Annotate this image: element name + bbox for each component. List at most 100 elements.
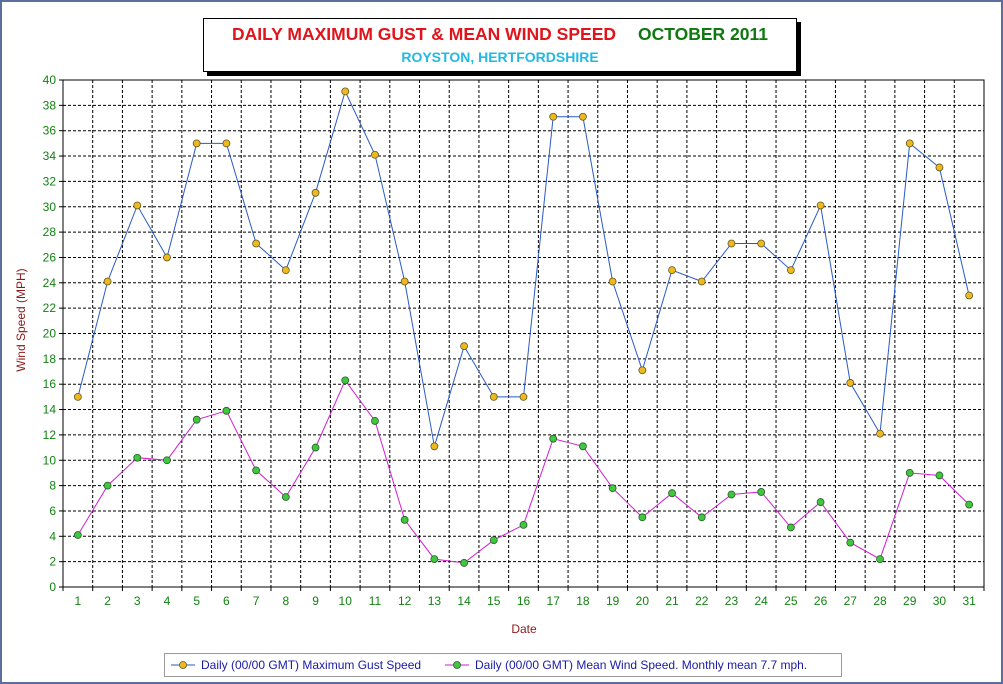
data-point-mean (579, 442, 587, 451)
data-point-gust (846, 379, 855, 387)
data-point-mean (311, 443, 320, 452)
data-point-mean (905, 469, 914, 477)
y-tick-label: 20 (43, 327, 57, 341)
data-point-mean (519, 520, 528, 529)
y-tick-label: 36 (43, 124, 57, 138)
y-tick-label: 10 (43, 453, 57, 467)
data-point-gust (73, 392, 82, 401)
y-tick-label: 4 (49, 529, 56, 543)
y-tick-label: 18 (43, 352, 57, 366)
data-point-gust (579, 112, 587, 121)
data-point-mean (489, 536, 498, 545)
y-tick-label: 16 (43, 377, 57, 391)
x-tick-label: 1 (75, 594, 82, 608)
data-point-mean (400, 515, 409, 524)
x-tick-label: 23 (725, 594, 739, 608)
data-point-mean (252, 466, 261, 475)
x-tick-label: 13 (428, 594, 442, 608)
series-gust (73, 87, 974, 451)
x-tick-label: 2 (104, 594, 111, 608)
data-point-gust (697, 277, 706, 286)
data-point-mean (163, 456, 171, 465)
x-tick-label: 30 (933, 594, 947, 608)
data-point-mean (549, 434, 558, 443)
x-tick-label: 17 (547, 594, 561, 608)
data-point-gust (608, 277, 617, 286)
x-tick-label: 9 (312, 594, 319, 608)
x-tick-label: 12 (398, 594, 412, 608)
data-point-gust (489, 392, 498, 401)
x-tick-label: 31 (962, 594, 976, 608)
x-tick-label: 29 (903, 594, 917, 608)
data-point-gust (905, 139, 914, 148)
legend-swatch-gust (171, 661, 195, 669)
y-tick-label: 12 (43, 428, 57, 442)
data-point-mean (935, 471, 944, 480)
legend-label-mean: Daily (00/00 GMT) Mean Wind Speed. Month… (475, 658, 808, 672)
data-point-mean (668, 489, 676, 498)
y-tick-label: 38 (43, 98, 57, 112)
legend-item-mean: Daily (00/00 GMT) Mean Wind Speed. Month… (445, 658, 807, 672)
data-point-mean (697, 513, 706, 522)
data-point-mean (371, 417, 379, 425)
data-point-mean (816, 498, 825, 506)
data-point-mean (638, 513, 647, 522)
y-axis-title: Wind Speed (MPH) (14, 268, 28, 371)
x-tick-label: 5 (193, 594, 200, 608)
chart-subtitle: ROYSTON, HERTFORDSHIRE (401, 49, 599, 65)
data-point-mean (103, 481, 112, 490)
x-tick-label: 15 (487, 594, 501, 608)
x-tick-label: 11 (369, 594, 382, 608)
data-point-gust (103, 277, 112, 286)
data-point-gust (816, 201, 825, 210)
data-point-gust (430, 442, 439, 451)
data-point-gust (786, 266, 795, 275)
legend-label-gust: Daily (00/00 GMT) Maximum Gust Speed (201, 658, 422, 672)
data-point-gust (163, 253, 171, 262)
data-point-gust (876, 429, 884, 438)
data-point-gust (222, 139, 231, 148)
data-point-mean (965, 500, 974, 509)
data-point-gust (341, 87, 350, 96)
data-point-mean (727, 490, 736, 499)
x-tick-label: 19 (606, 594, 620, 608)
data-point-mean (430, 555, 439, 564)
y-tick-label: 8 (49, 479, 56, 493)
x-tick-label: 21 (665, 594, 679, 608)
data-point-gust (192, 139, 201, 148)
x-tick-label: 22 (695, 594, 709, 608)
plot-area-border (62, 79, 985, 588)
x-tick-label: 10 (339, 594, 353, 608)
x-tick-label: 25 (784, 594, 798, 608)
data-point-gust (371, 150, 379, 159)
axes (59, 79, 985, 591)
legend-item-gust: Daily (00/00 GMT) Maximum Gust Speed (171, 658, 421, 672)
data-point-mean (608, 484, 617, 493)
data-point-gust (549, 112, 558, 121)
x-tick-label: 24 (754, 594, 768, 608)
data-point-gust (133, 201, 142, 210)
x-tick-label: 4 (164, 594, 171, 608)
data-point-gust (965, 291, 974, 300)
title-box: DAILY MAXIMUM GUST & MEAN WIND SPEED OCTO… (203, 18, 797, 72)
y-tick-label: 14 (43, 403, 57, 417)
data-point-mean (281, 493, 290, 501)
x-tick-label: 6 (223, 594, 230, 608)
y-tick-label: 0 (49, 580, 56, 594)
data-point-gust (519, 392, 528, 401)
series (73, 87, 974, 567)
x-tick-label: 28 (873, 594, 887, 608)
data-point-mean (460, 559, 468, 567)
series-mean (73, 376, 974, 567)
data-point-gust (460, 342, 468, 351)
y-tick-label: 26 (43, 250, 57, 264)
y-tick-label: 2 (49, 555, 56, 569)
data-point-mean (192, 415, 201, 424)
x-axis-title: Date (511, 622, 537, 636)
legend-swatch-mean (445, 661, 469, 669)
legend: Daily (00/00 GMT) Maximum Gust Speed Dai… (164, 653, 842, 677)
y-tick-label: 6 (49, 504, 56, 518)
data-point-gust (638, 366, 647, 375)
